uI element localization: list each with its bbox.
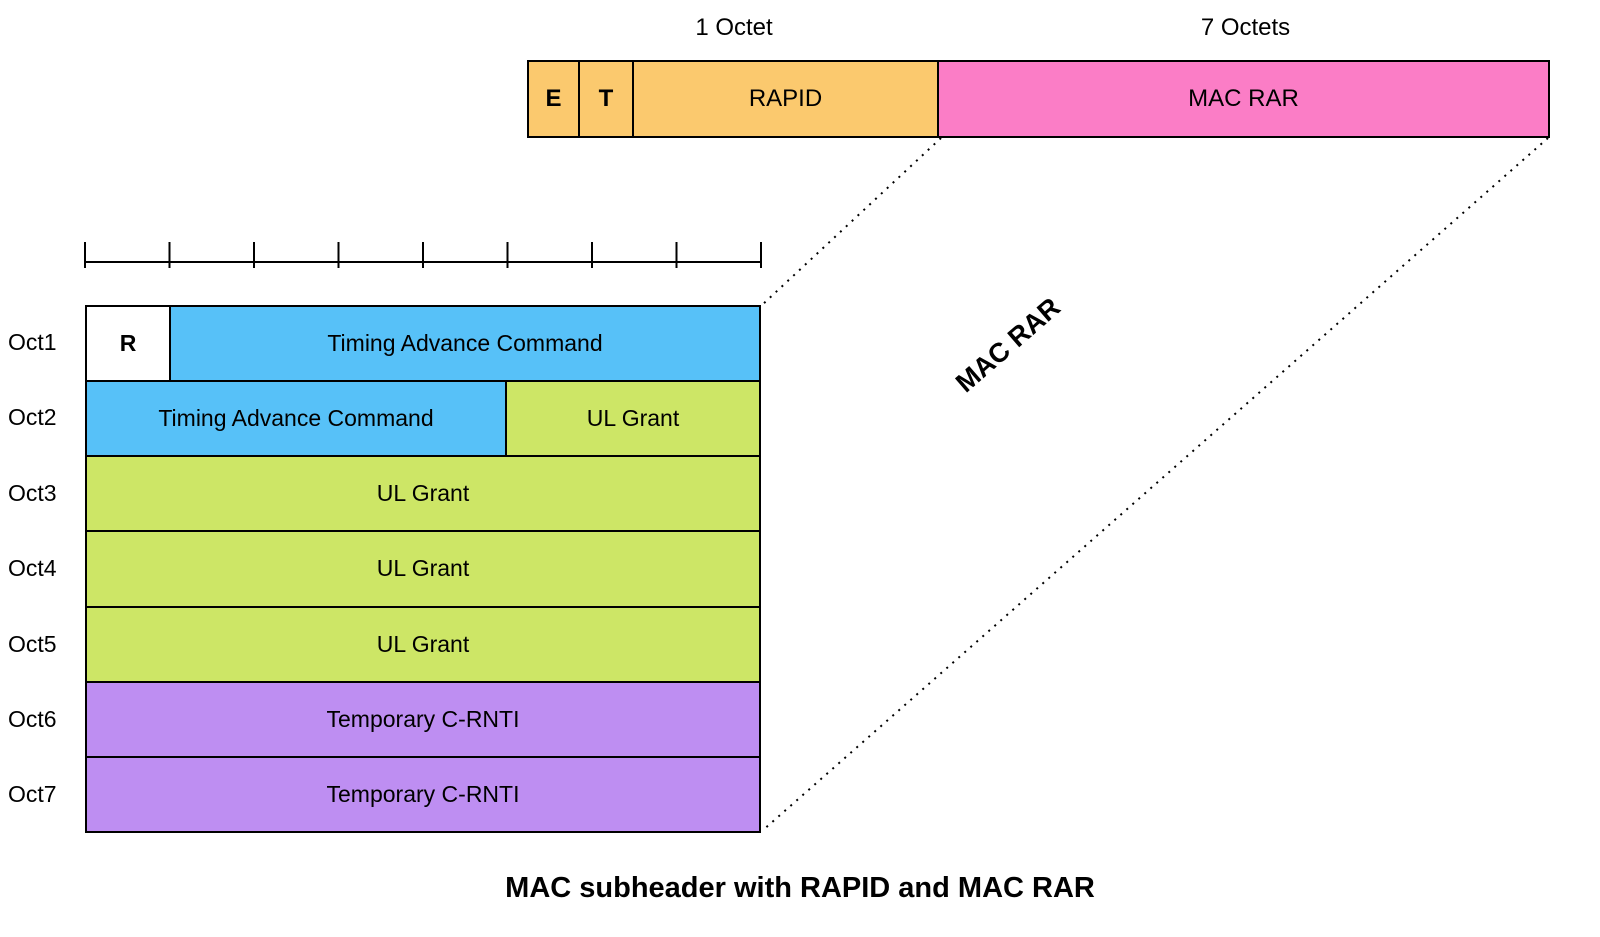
dotted-line-right <box>761 137 1549 832</box>
seven-octets-label: 7 Octets <box>1200 14 1291 41</box>
table-row-oct2: Timing Advance Command UL Grant <box>87 382 759 458</box>
r-bit-cell: R <box>87 307 171 381</box>
mac-rar-field-cell: MAC RAR <box>939 62 1548 136</box>
ul-grant-cell-oct2: UL Grant <box>507 382 759 456</box>
oct2-row-label: Oct2 <box>8 404 57 431</box>
e-field-cell: E <box>529 62 580 136</box>
mac-rar-callout-label: MAC RAR <box>950 291 1066 399</box>
ul-grant-cell-oct5: UL Grant <box>87 607 759 681</box>
table-row-oct3: UL Grant <box>87 457 759 533</box>
oct4-row-label: Oct4 <box>8 555 57 582</box>
mac-subheader-bar: E T RAPID MAC RAR <box>527 60 1550 138</box>
timing-advance-command-cell-oct1: Timing Advance Command <box>171 307 759 381</box>
table-row-oct4: UL Grant <box>87 532 759 608</box>
temporary-c-rnti-cell-oct6: Temporary C-RNTI <box>87 682 759 756</box>
temporary-c-rnti-cell-oct7: Temporary C-RNTI <box>87 757 759 831</box>
mac-rar-octet-table: R Timing Advance Command Timing Advance … <box>85 305 761 833</box>
oct6-row-label: Oct6 <box>8 706 57 732</box>
table-row-oct5: UL Grant <box>87 607 759 683</box>
dotted-line-left <box>761 137 942 306</box>
rapid-field-cell: RAPID <box>634 62 939 136</box>
oct1-row-label: Oct1 <box>8 329 57 355</box>
t-field-cell: T <box>580 62 634 136</box>
table-row-oct6: Temporary C-RNTI <box>87 682 759 758</box>
ul-grant-cell-oct4: UL Grant <box>87 532 759 606</box>
timing-advance-command-cell-oct2: Timing Advance Command <box>87 382 507 456</box>
table-row-oct1: R Timing Advance Command <box>87 307 759 383</box>
oct5-row-label: Oct5 <box>8 630 57 657</box>
one-octet-label: 1 Octet <box>695 14 773 41</box>
oct7-row-label: Oct7 <box>8 781 57 808</box>
diagram-caption: MAC subheader with RAPID and MAC RAR <box>505 872 1095 904</box>
oct3-row-label: Oct3 <box>8 479 57 506</box>
ul-grant-cell-oct3: UL Grant <box>87 457 759 531</box>
table-row-oct7: Temporary C-RNTI <box>87 757 759 831</box>
